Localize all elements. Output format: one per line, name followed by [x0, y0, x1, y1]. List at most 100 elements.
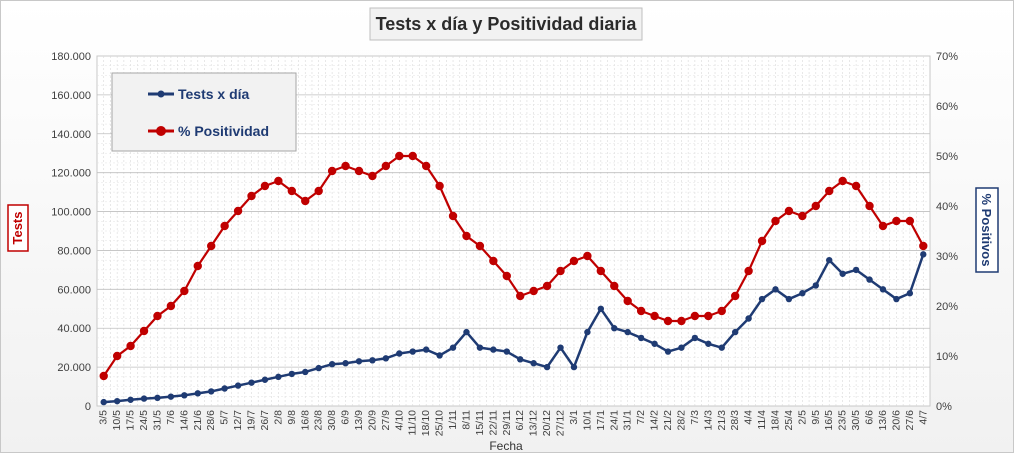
data-point — [690, 311, 700, 321]
legend-marker-positivity — [156, 126, 166, 136]
data-point — [757, 236, 767, 246]
data-point — [826, 256, 833, 264]
y2-tick-label: 0% — [936, 401, 952, 413]
data-point — [785, 295, 793, 303]
data-point — [744, 266, 753, 276]
data-point — [260, 181, 270, 191]
data-point — [166, 301, 176, 311]
data-point — [422, 346, 430, 353]
x-tick-label: 3/5 — [98, 410, 110, 425]
data-point — [691, 334, 699, 342]
data-point — [395, 151, 404, 161]
x-tick-label: 31/5 — [151, 410, 163, 431]
data-point — [435, 181, 444, 191]
data-point — [556, 266, 565, 276]
data-point — [705, 340, 712, 347]
y-tick-label: 80.000 — [57, 245, 91, 257]
x-tick-label: 21/6 — [192, 410, 204, 431]
x-tick-label: 4/7 — [917, 410, 929, 425]
data-point — [207, 241, 216, 251]
y-tick-label: 160.000 — [51, 90, 91, 102]
series-positivity — [99, 151, 928, 381]
data-point — [745, 315, 752, 322]
x-tick-label: 6/12 — [514, 410, 526, 431]
data-point — [462, 231, 471, 241]
x-tick-label: 7/6 — [165, 410, 177, 425]
data-point — [448, 211, 458, 221]
x-tick-label: 12/7 — [232, 410, 244, 431]
data-point — [233, 206, 243, 216]
x-tick-label: 28/2 — [675, 410, 687, 431]
data-point — [302, 368, 309, 376]
x-tick-label: 5/7 — [219, 410, 231, 425]
x-tick-label: 10/1 — [581, 410, 593, 431]
data-point — [530, 360, 537, 367]
data-point — [650, 311, 659, 321]
data-point — [208, 388, 215, 395]
y-axis-left: 0 20.000 40.000 60.000 80.000 100.000 120.000 1… — [51, 51, 91, 413]
legend: Tests x día % Positividad — [111, 72, 297, 152]
data-point — [181, 392, 188, 399]
data-point — [557, 344, 564, 351]
data-point — [341, 161, 350, 171]
data-point — [315, 364, 322, 372]
y2-tick-label: 20% — [936, 301, 958, 313]
data-point — [99, 371, 108, 381]
data-point — [328, 360, 336, 368]
x-axis: 3/5 10/5 17/5 24/5 31/5 7/6 14/6 21/6 28/6 5/7 12/… — [98, 410, 930, 436]
x-tick-label: 14/2 — [649, 410, 661, 431]
series-tests — [100, 251, 927, 406]
data-point — [731, 328, 739, 336]
data-point — [543, 363, 551, 371]
data-point — [704, 311, 713, 321]
y-tick-label: 20.000 — [57, 362, 91, 374]
x-tick-label: 25/4 — [783, 410, 795, 431]
data-point — [717, 306, 726, 316]
data-point — [503, 348, 510, 355]
data-point — [220, 221, 229, 231]
x-tick-label: 24/1 — [608, 410, 620, 431]
data-point — [920, 251, 927, 258]
y-axis-title-right-text: % Positivos — [979, 194, 994, 267]
data-point — [436, 352, 443, 359]
x-tick-label: 20/12 — [541, 410, 553, 436]
data-point — [180, 286, 189, 296]
data-point — [893, 295, 900, 303]
x-tick-label: 7/3 — [689, 410, 701, 425]
data-point — [369, 357, 376, 364]
y-axis-right: 0% 10% 20% 30% 40% 50% 60% 70% — [936, 51, 958, 413]
y2-tick-label: 50% — [936, 151, 958, 163]
data-point — [852, 266, 860, 274]
x-tick-label: 26/7 — [259, 410, 271, 431]
grid — [97, 56, 930, 406]
data-point — [799, 290, 806, 297]
data-point — [275, 373, 282, 381]
data-point — [878, 221, 888, 231]
y2-tick-label: 70% — [936, 51, 958, 63]
x-tick-label: 2/8 — [272, 410, 284, 425]
data-point — [502, 271, 511, 281]
data-point — [839, 270, 846, 277]
data-point — [677, 316, 686, 326]
x-tick-label: 23/5 — [837, 410, 849, 431]
chart-title: Tests x día y Positividad diaria — [369, 7, 643, 41]
chart-title-text: Tests x día y Positividad diaria — [376, 14, 638, 34]
data-point — [905, 216, 915, 226]
y-axis-title-right: % Positivos — [975, 187, 999, 273]
x-tick-label: 31/1 — [622, 410, 634, 431]
data-point — [140, 395, 148, 402]
data-point — [355, 358, 363, 365]
data-point — [154, 394, 161, 402]
data-point — [597, 305, 605, 312]
x-tick-label: 13/6 — [877, 410, 889, 431]
data-point — [342, 360, 349, 367]
data-point — [301, 196, 310, 206]
data-point — [569, 256, 579, 266]
data-point — [193, 261, 202, 271]
x-tick-label: 24/5 — [138, 410, 150, 431]
x-tick-label: 4/4 — [743, 410, 755, 425]
x-tick-label: 10/5 — [111, 410, 123, 431]
data-point — [167, 393, 175, 400]
data-point — [153, 311, 162, 321]
x-axis-title: Fecha — [489, 439, 523, 453]
